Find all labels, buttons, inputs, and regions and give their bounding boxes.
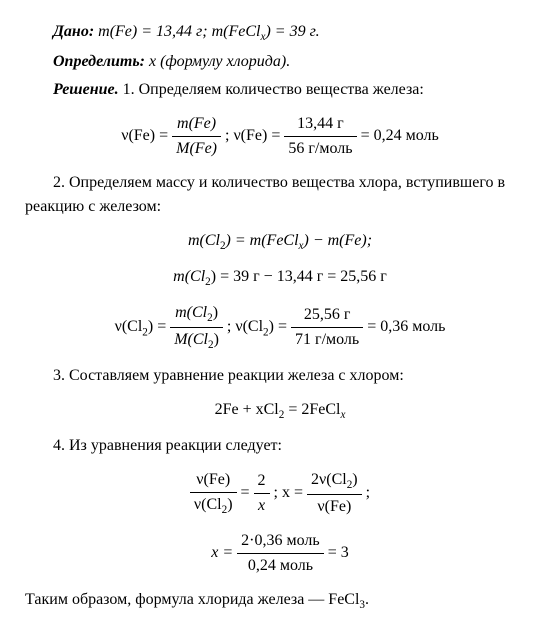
subx-3: x xyxy=(340,409,345,421)
step4-line: 4. Из уравнения реакции следует: xyxy=(25,434,535,458)
step4-text: 4. Из уравнения реакции следует: xyxy=(53,437,282,454)
f4a-end: ; xyxy=(362,484,370,501)
formula-2b: m(Cl2) = 39 г − 13,44 г = 25,56 г xyxy=(25,265,535,291)
f4a-den1b: ) xyxy=(227,496,232,513)
dano-text2: ) = 39 г. xyxy=(265,23,319,40)
f4a-den1-wrap: ν(Cl2) xyxy=(190,493,237,519)
f4b-den: 0,24 моль xyxy=(237,554,324,578)
f1-sep: ; ν(Fe) = xyxy=(221,127,284,144)
f4a-num1: ν(Fe) xyxy=(190,468,237,493)
f1-den2: 56 г/моль xyxy=(284,137,356,161)
conclusion: Таким образом, формула хлорида железа — … xyxy=(25,591,359,608)
conclusion-line: Таким образом, формула хлорида железа — … xyxy=(25,588,535,614)
step3-line: 3. Составляем уравнение реакции железа с… xyxy=(25,364,535,388)
dano-label: Дано: xyxy=(53,23,94,40)
f2c-den2: 71 г/моль xyxy=(291,328,363,352)
formula-2a: m(Cl2) = m(FeClx) − m(Fe); xyxy=(25,229,535,255)
f2a-rhs: ) − m(Fe); xyxy=(304,232,373,249)
f4a-den3: ν(Fe) xyxy=(307,495,362,519)
f2c-num2: 25,56 г xyxy=(291,303,363,328)
f4a-frac2: 2x xyxy=(254,469,270,518)
formula-3: 2Fe + xCl2 = 2FeClx xyxy=(25,398,535,424)
f4b-rhs: = 3 xyxy=(324,544,349,561)
step2-line: 2. Определяем массу и количество веществ… xyxy=(25,171,535,219)
formula-2c: ν(Cl2) = m(Cl2)M(Cl2) ; ν(Cl2) = 25,56 г… xyxy=(25,301,535,354)
f4a-num3a: 2ν(Cl xyxy=(311,471,347,488)
f2c-num-end: ) xyxy=(213,304,218,321)
f2c-frac2: 25,56 г71 г/моль xyxy=(291,303,363,352)
opred-label: Определить: xyxy=(53,53,145,70)
resh-line: Решение. 1. Определяем количество вещест… xyxy=(25,78,535,102)
f2c-frac1: m(Cl2)M(Cl2) xyxy=(170,301,223,354)
f2c-den-wrap: M(Cl2) xyxy=(170,328,223,354)
dano-text: m(Fe) = 13,44 г; m(FeCl xyxy=(94,23,260,40)
f2c-lhs: ν(Cl xyxy=(115,318,143,335)
opred-text: x (формулу хлорида). xyxy=(145,53,290,70)
f2b-rhs: ) = 39 г − 13,44 г = 25,56 г xyxy=(211,268,387,285)
f4a-num3-wrap: 2ν(Cl2) xyxy=(307,468,362,495)
f2c-sep: ; ν(Cl xyxy=(223,318,263,335)
f4a-frac3: 2ν(Cl2)ν(Fe) xyxy=(307,468,362,519)
step3-text: 3. Составляем уравнение реакции железа с… xyxy=(53,367,404,384)
conclusion-end: . xyxy=(365,591,369,608)
f2c-eq: ) = xyxy=(148,318,170,335)
f3: 2Fe + xCl xyxy=(215,401,279,418)
f2c-rhs: = 0,36 моль xyxy=(363,318,445,335)
f1-den: M(Fe) xyxy=(172,137,221,161)
f1-frac2: 13,44 г56 г/моль xyxy=(284,112,356,161)
f4a-eq: = xyxy=(237,484,254,501)
f4a-num3b: ) xyxy=(352,471,357,488)
f2c-num: m(Cl xyxy=(175,304,207,321)
f4a-sep: ; x = xyxy=(270,484,307,501)
f2c-den-end: ) xyxy=(214,331,219,348)
f2a-mid: ) = m(FeCl xyxy=(226,232,299,249)
f2c-den: M(Cl xyxy=(174,331,208,348)
f2c-num-wrap: m(Cl2) xyxy=(170,301,223,328)
resh-label: Решение. xyxy=(53,81,119,98)
f1-num: m(Fe) xyxy=(172,112,221,137)
step2-text: 2. Определяем массу и количество веществ… xyxy=(25,174,505,215)
f4a-frac1: ν(Fe)ν(Cl2) xyxy=(190,468,237,519)
f4a-den1a: ν(Cl xyxy=(194,496,222,513)
f2a-lhs: m(Cl xyxy=(188,232,220,249)
f4b-lhs: x = xyxy=(211,544,237,561)
formula-4a: ν(Fe)ν(Cl2) = 2x ; x = 2ν(Cl2)ν(Fe) ; xyxy=(25,468,535,519)
formula-1: ν(Fe) = m(Fe)M(Fe) ; ν(Fe) = 13,44 г56 г… xyxy=(25,112,535,161)
f4b-num: 2·0,36 моль xyxy=(237,529,324,554)
f1-frac1: m(Fe)M(Fe) xyxy=(172,112,221,161)
opred-line: Определить: x (формулу хлорида). xyxy=(25,50,535,74)
f4b-frac: 2·0,36 моль0,24 моль xyxy=(237,529,324,578)
f1-num2: 13,44 г xyxy=(284,112,356,137)
f1-rhs: = 0,24 моль xyxy=(357,127,439,144)
step1-text: 1. Определяем количество вещества железа… xyxy=(119,81,424,98)
dano-line: Дано: m(Fe) = 13,44 г; m(FeClx) = 39 г. xyxy=(25,20,535,46)
f3-mid: = 2FeCl xyxy=(284,401,340,418)
f2b-lhs: m(Cl xyxy=(173,268,205,285)
formula-4b: x = 2·0,36 моль0,24 моль = 3 xyxy=(25,529,535,578)
f4a-den2: x xyxy=(254,494,270,518)
f4a-num2: 2 xyxy=(254,469,270,494)
f2c-eq2: ) = xyxy=(269,318,291,335)
f1-lhs: ν(Fe) = xyxy=(121,127,172,144)
